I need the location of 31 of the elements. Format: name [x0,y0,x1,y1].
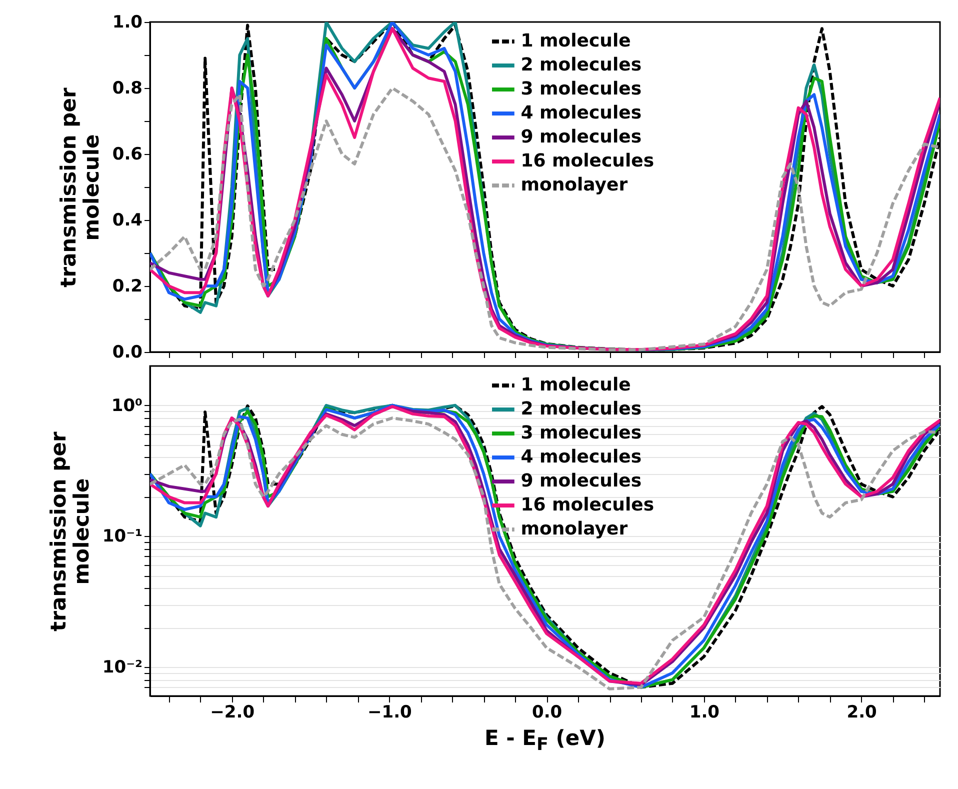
x-tick-label: 2.0 [846,702,878,722]
legend-label: monolayer [520,174,628,196]
legend-label: 4 molecules [520,446,642,468]
y-axis-title: transmission per molecule [56,87,104,288]
y-tick-label: 0.2 [112,276,142,296]
legend-label: 3 molecules [520,422,642,444]
y-axis-title: transmission per molecule [46,431,94,632]
y-tick-label: 0.0 [112,342,143,362]
legend-label: 2 molecules [520,54,642,76]
legend-label: 1 molecule [520,30,631,52]
legend-label: monolayer [520,518,628,540]
legend-label: 9 molecules [520,470,642,492]
x-tick-label: −1.0 [368,702,412,722]
y-tick-label: 1.0 [112,12,143,32]
y-tick-label: 0.4 [112,210,143,230]
y-tick-label: 10⁻² [102,657,142,678]
y-tick-label: 10⁻¹ [102,526,142,547]
legend-label: 9 molecules [520,126,642,148]
x-axis-title: E - E$_{F}$ (eV) [483,726,606,756]
y-tick-label: 10⁰ [111,396,142,416]
legend-label: 3 molecules [520,78,642,100]
legend-label: 2 molecules [520,398,642,420]
legend-label: 16 molecules [520,150,654,172]
y-tick-label: 0.8 [112,78,142,98]
legend-label: 1 molecule [520,374,631,396]
x-tick-label: 1.0 [689,702,720,722]
legend-label: 4 molecules [520,102,642,124]
x-tick-label: −2.0 [210,702,255,722]
y-tick-label: 0.6 [112,144,142,164]
legend-label: 16 molecules [520,494,654,516]
x-tick-label: 0.0 [532,702,562,722]
